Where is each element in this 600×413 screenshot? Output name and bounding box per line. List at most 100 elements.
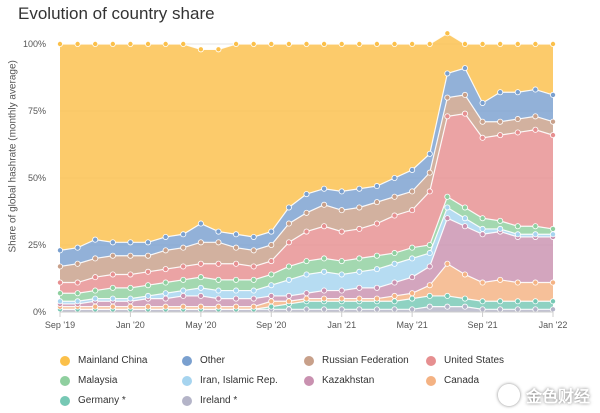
data-point-united-states [250, 263, 257, 270]
data-point-other [479, 99, 486, 106]
data-point-ireland [426, 303, 433, 310]
area-russian-federation [60, 94, 553, 283]
data-point-canada [162, 303, 169, 310]
data-point-germany [550, 298, 557, 305]
legend-item[interactable]: Germany * [60, 395, 126, 406]
data-point-iran-islamic-rep [373, 266, 380, 273]
legend-item[interactable]: Mainland China [60, 355, 148, 366]
data-point-iran-islamic-rep [391, 260, 398, 267]
data-point-mainland-china [145, 41, 152, 48]
data-point-canada [338, 295, 345, 302]
data-point-iran-islamic-rep [233, 287, 240, 294]
data-point-mainland-china [197, 46, 204, 53]
legend-item[interactable]: United States [426, 355, 504, 366]
data-point-germany [409, 295, 416, 302]
data-point-ireland [285, 306, 292, 313]
watermark: 金色财经 [497, 383, 590, 407]
chart-plot: 0% 25% 50% 75% 100% Sep '19 Jan '20 May '20 Sep … [23, 30, 567, 330]
data-point-iran-islamic-rep [426, 250, 433, 257]
data-point-kazakhstan [479, 231, 486, 238]
data-point-canada [180, 303, 187, 310]
x-tick-label: Sep '20 [256, 320, 286, 330]
data-point-malaysia [409, 244, 416, 251]
data-point-canada [92, 303, 99, 310]
data-point-other [373, 183, 380, 190]
data-point-mainland-china [215, 46, 222, 53]
data-point-united-states [514, 129, 521, 136]
data-point-malaysia [127, 284, 134, 291]
data-point-canada [285, 298, 292, 305]
data-point-united-states [409, 207, 416, 214]
data-point-ireland [550, 306, 557, 313]
data-point-russian-federation [285, 220, 292, 227]
data-point-mainland-china [233, 41, 240, 48]
data-point-russian-federation [250, 247, 257, 254]
data-point-united-states [180, 263, 187, 270]
data-point-malaysia [92, 287, 99, 294]
data-point-canada [233, 303, 240, 310]
legend-marker-icon [426, 375, 436, 386]
data-point-other [321, 185, 328, 192]
data-point-other [338, 188, 345, 195]
legend-label: Ireland * [200, 395, 238, 406]
data-point-canada [444, 260, 451, 267]
data-point-united-states [109, 271, 116, 278]
data-point-malaysia [426, 241, 433, 248]
data-point-mainland-china [285, 41, 292, 48]
data-point-other [109, 239, 116, 246]
data-point-iran-islamic-rep [532, 231, 539, 238]
data-point-iran-islamic-rep [162, 290, 169, 297]
data-point-kazakhstan [197, 292, 204, 299]
data-point-canada [215, 303, 222, 310]
data-point-russian-federation [57, 263, 64, 270]
data-point-iran-islamic-rep [550, 231, 557, 238]
legend-item[interactable]: Ireland * [182, 395, 237, 406]
data-point-ireland [461, 303, 468, 310]
data-point-iran-islamic-rep [180, 287, 187, 294]
data-point-russian-federation [162, 247, 169, 254]
legend-item[interactable]: Iran, Islamic Rep. [182, 375, 278, 386]
data-point-russian-federation [356, 204, 363, 211]
legend-label: Kazakhstan [322, 375, 375, 386]
data-point-other [497, 89, 504, 96]
data-point-other [550, 91, 557, 98]
data-point-iran-islamic-rep [338, 271, 345, 278]
legend-item[interactable]: Russian Federation [304, 355, 409, 366]
data-point-kazakhstan [391, 279, 398, 286]
data-point-canada [356, 295, 363, 302]
legend-item[interactable]: Other [182, 355, 225, 366]
data-point-iran-islamic-rep [215, 287, 222, 294]
data-point-kazakhstan [180, 292, 187, 299]
x-tick-label: Sep '21 [467, 320, 497, 330]
data-point-other [461, 65, 468, 72]
data-point-iran-islamic-rep [409, 255, 416, 262]
data-point-other [426, 150, 433, 157]
data-point-mainland-china [268, 41, 275, 48]
legend-marker-icon [182, 395, 192, 406]
legend-item[interactable]: Kazakhstan [304, 375, 374, 386]
data-point-other [57, 247, 64, 254]
data-point-iran-islamic-rep [461, 215, 468, 222]
data-point-canada [145, 303, 152, 310]
data-point-iran-islamic-rep [57, 298, 64, 305]
data-point-kazakhstan [356, 284, 363, 291]
data-point-united-states [268, 258, 275, 265]
legend-item[interactable]: Malaysia [60, 375, 117, 386]
data-point-malaysia [145, 282, 152, 289]
data-point-malaysia [338, 258, 345, 265]
data-point-ireland [391, 306, 398, 313]
data-point-russian-federation [233, 244, 240, 251]
data-point-canada [109, 303, 116, 310]
area-other [60, 68, 553, 267]
data-point-russian-federation [303, 209, 310, 216]
data-point-russian-federation [550, 118, 557, 125]
data-point-malaysia [550, 225, 557, 232]
area-iran-islamic-rep [60, 207, 553, 304]
data-point-united-states [233, 260, 240, 267]
data-point-canada [321, 295, 328, 302]
legend-item[interactable]: Canada [426, 375, 479, 386]
legend-label: Germany * [78, 395, 126, 406]
data-point-other [74, 244, 81, 251]
watermark-logo-icon [497, 384, 520, 406]
data-point-iran-islamic-rep [74, 298, 81, 305]
